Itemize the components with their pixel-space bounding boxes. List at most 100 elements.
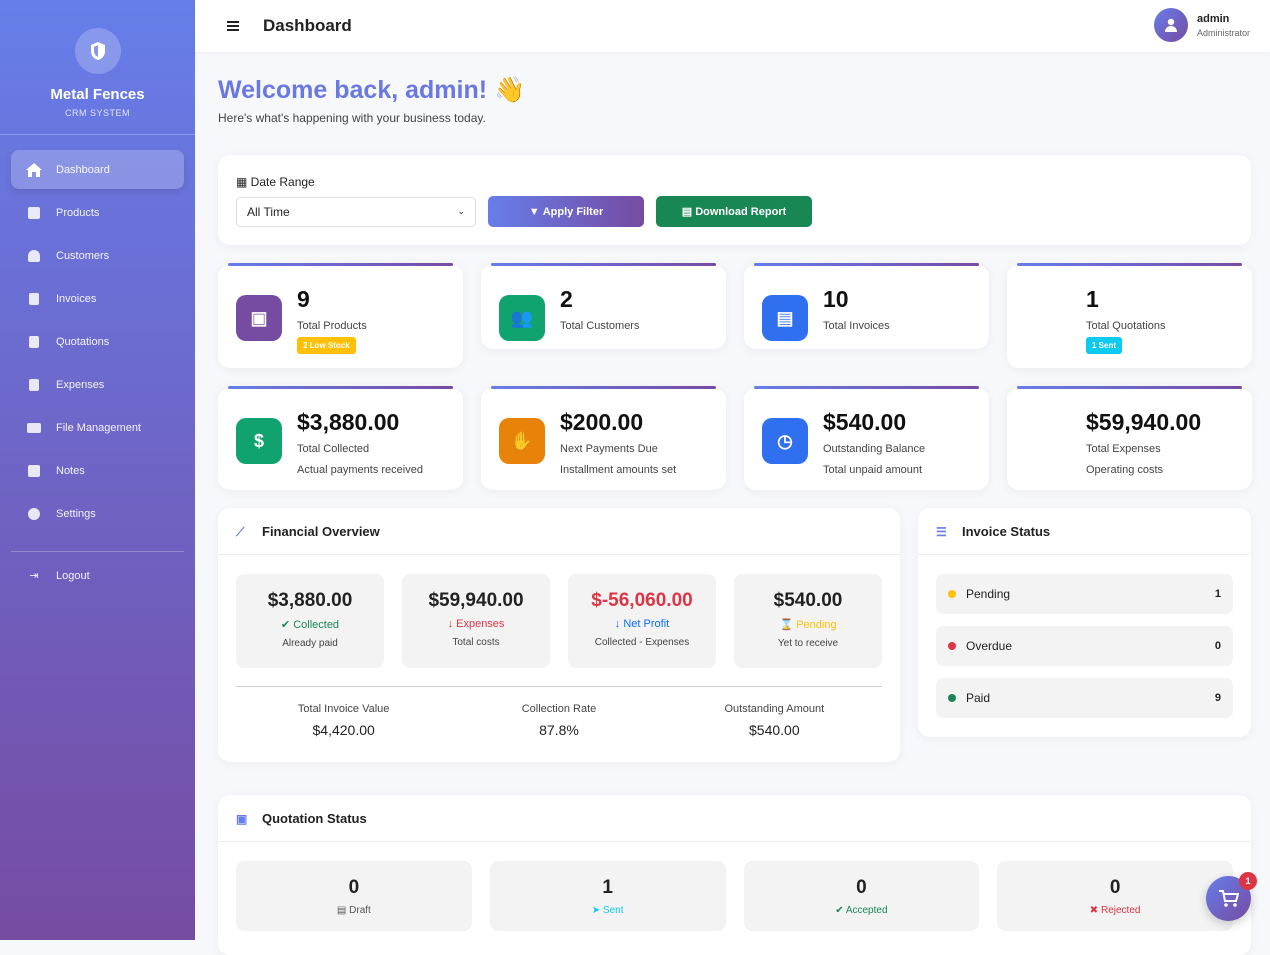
stat-card: 👥 2 Total Customers (481, 263, 726, 349)
stat-sub: Installment amounts set (560, 464, 677, 476)
sidebar: Metal Fences CRM SYSTEM Dashboard Produc… (0, 0, 195, 940)
stat-card: $59,940.00 Total Expenses Operating costs (1007, 386, 1252, 490)
status-dot-icon (948, 694, 956, 702)
stat-sub: Actual payments received (297, 464, 423, 476)
top-header: Dashboard admin Administrator (195, 0, 1270, 52)
user-role: Administrator (1196, 27, 1250, 38)
list-check-icon: ☰ (936, 525, 947, 539)
stat-card: ▣ 9 Total Products 2 Low Stock (218, 263, 463, 368)
file-invoice-icon (26, 292, 42, 306)
quotation-status-icon: ▤ (336, 905, 350, 916)
date-range-select[interactable]: All Time ⌄ (236, 196, 476, 227)
financial-box: $59,940.00 ↓ Expenses Total costs (402, 574, 550, 668)
welcome-title: Welcome back, admin! 👋 (218, 76, 526, 104)
stat-card: ▤ 10 Total Invoices (744, 263, 989, 349)
filter-icon: ▼ (528, 205, 543, 218)
chevron-down-icon: ⌄ (457, 206, 465, 216)
status-dot-icon (948, 642, 956, 650)
stat-card: $ $3,880.00 Total Collected Actual payments… (218, 386, 463, 490)
stat-card: ◷ $540.00 Outstanding Balance Total unpaid … (744, 386, 989, 490)
financial-total: Total Invoice Value $4,420.00 (297, 703, 390, 738)
stat-value: $200.00 (560, 409, 644, 435)
stat-label: Total Products (297, 320, 367, 332)
sidebar-item-dashboard[interactable]: Dashboard (11, 150, 184, 189)
receipt-icon (26, 378, 42, 392)
sticky-note-icon (26, 464, 42, 478)
download-report-button[interactable]: ▤ Download Report (656, 196, 812, 227)
calendar-icon: ▦ (236, 175, 251, 189)
avatar (1153, 8, 1188, 42)
financial-total: Collection Rate 87.8% (521, 703, 597, 738)
quotation-box: 0 ✖ Rejected (997, 861, 1233, 931)
brand-name: Metal Fences (50, 86, 145, 103)
financial-box: $540.00 ⌛ Pending Yet to receive (734, 574, 882, 668)
page-title: Dashboard (263, 16, 352, 35)
logout-icon: ⇥ (29, 570, 39, 582)
financial-total: Outstanding Amount $540.00 (724, 703, 825, 738)
stat-sub: Operating costs (1086, 464, 1164, 476)
stat-value: 10 (823, 286, 849, 312)
quotation-box: 0 ✔ Accepted (743, 861, 980, 931)
stat-icon: $ (236, 418, 282, 464)
user-menu[interactable]: admin Administrator (1153, 8, 1250, 42)
menu-toggle-icon[interactable] (227, 19, 239, 33)
stat-icon: ✋ (499, 418, 545, 464)
quotation-status-card: ▣ Quotation Status 0 ▤ Draft 1 ➤ Sent 0 ✔ Acce… (218, 795, 1251, 955)
stat-badge: 2 Low Stock (297, 337, 356, 354)
stat-sub: Total unpaid amount (823, 464, 923, 476)
filter-card: ▦ Date Range All Time ⌄ ▼ Apply Filter ▤ … (218, 155, 1251, 245)
invoice-status-row[interactable]: Overdue 0 (936, 626, 1233, 666)
stat-icon: ▤ (762, 295, 808, 341)
sidebar-item-products[interactable]: Products (11, 193, 184, 232)
quotation-status-icon: ✖ (1089, 905, 1101, 916)
stat-icon: ▣ (236, 295, 282, 341)
cart-icon (1218, 889, 1239, 907)
file-download-icon: ▤ (681, 206, 696, 218)
chart-line-icon: ⟋ (236, 525, 245, 539)
sidebar-item-customers[interactable]: Customers (11, 236, 184, 275)
cart-count-badge: 1 (1239, 872, 1257, 890)
brand-subtitle: CRM SYSTEM (64, 108, 130, 118)
welcome-subtitle: Here's what's happening with your busine… (218, 111, 486, 125)
stat-badge: 1 Sent (1086, 337, 1123, 354)
stat-value: $59,940.00 (1086, 409, 1202, 435)
stat-card: 1 Total Quotations 1 Sent (1007, 263, 1252, 368)
home-icon (26, 162, 42, 177)
stat-value: 1 (1086, 286, 1099, 312)
stat-label: Total Collected (297, 443, 370, 455)
cart-button[interactable]: 1 (1206, 872, 1257, 921)
file-icon (26, 335, 42, 349)
logout-button[interactable]: ⇥ Logout (11, 556, 184, 595)
gear-icon (26, 507, 42, 521)
stat-value: 2 (560, 286, 573, 312)
quotation-box: 0 ▤ Draft (236, 861, 472, 931)
status-dot-icon (948, 590, 956, 598)
financial-box: $3,880.00 ✔ Collected Already paid (236, 574, 384, 668)
stat-label: Outstanding Balance (823, 443, 926, 455)
folder-icon (26, 421, 42, 435)
stat-value: $540.00 (823, 409, 907, 435)
sidebar-item-notes[interactable]: Notes (11, 451, 184, 490)
date-range-label: Date Range (250, 175, 315, 189)
users-icon (26, 249, 42, 263)
sidebar-item-invoices[interactable]: Invoices (11, 279, 184, 318)
stat-value: $3,880.00 (297, 409, 400, 435)
stat-label: Total Quotations (1086, 320, 1166, 332)
invoice-status-row[interactable]: Paid 9 (936, 678, 1233, 718)
sidebar-item-expenses[interactable]: Expenses (11, 365, 184, 404)
sidebar-item-file-management[interactable]: File Management (11, 408, 184, 447)
quotation-box: 1 ➤ Sent (489, 861, 726, 931)
invoice-status-row[interactable]: Pending 1 (936, 574, 1233, 614)
clipboard-icon: ▣ (236, 812, 248, 826)
apply-filter-button[interactable]: ▼ Apply Filter (488, 196, 644, 227)
shield-icon (74, 28, 121, 74)
stat-value: 9 (297, 286, 310, 312)
sidebar-item-settings[interactable]: Settings (11, 494, 184, 533)
quotation-status-icon: ➤ (591, 905, 603, 916)
stat-label: Total Expenses (1086, 443, 1161, 455)
user-name: admin (1196, 12, 1230, 25)
stat-card: ✋ $200.00 Next Payments Due Installment amo… (481, 386, 726, 490)
stat-label: Total Invoices (823, 320, 890, 332)
quotation-status-icon: ✔ (835, 905, 846, 916)
sidebar-item-quotations[interactable]: Quotations (11, 322, 184, 361)
